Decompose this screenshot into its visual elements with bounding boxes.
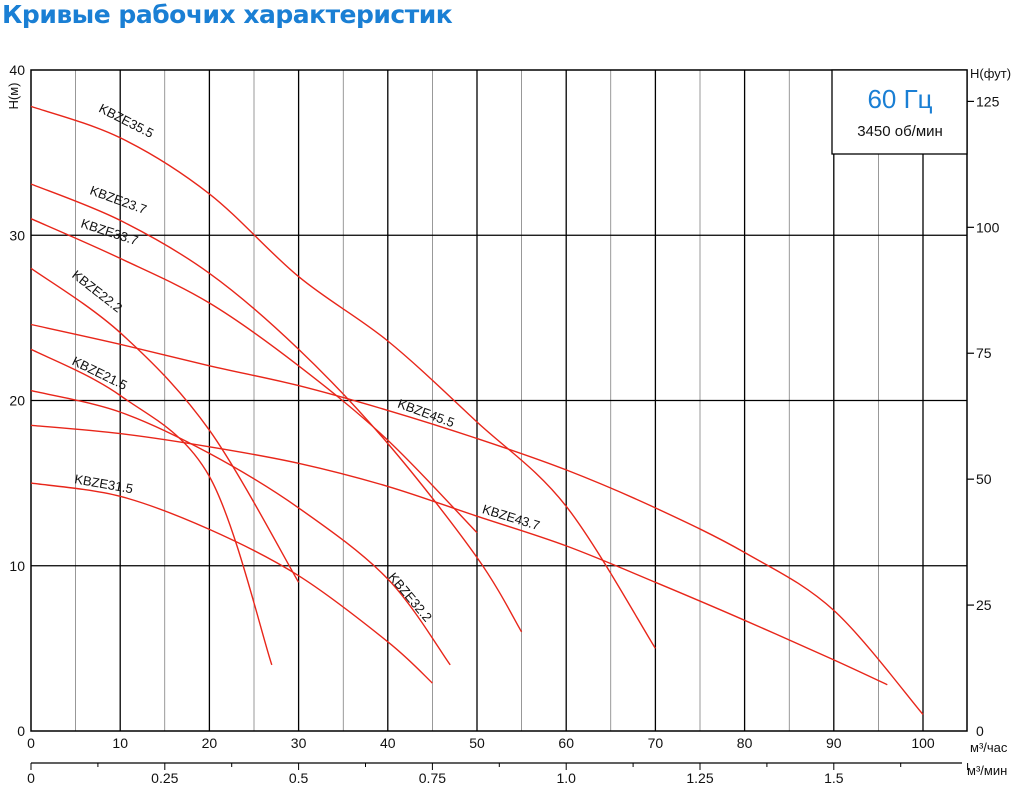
plot-frame xyxy=(30,69,968,732)
x2-tick-label: 0.5 xyxy=(289,770,309,786)
x-tick-label: 40 xyxy=(380,735,396,751)
legend-box xyxy=(831,69,968,155)
curve-kbze35-5 xyxy=(30,105,656,649)
x-axis-label: м³/час xyxy=(970,740,1008,755)
x-tick-label: 70 xyxy=(648,735,664,751)
y2-tick-label: 50 xyxy=(976,471,992,487)
y2-tick-label: 75 xyxy=(976,345,992,361)
legend-speed: 3450 об/мин xyxy=(857,123,943,140)
y-tick-label: 20 xyxy=(9,393,25,409)
curve-kbze43-7 xyxy=(30,424,888,686)
x-tick-label: 50 xyxy=(469,735,485,751)
x-tick-label: 20 xyxy=(202,735,218,751)
x2-axis-label: м³/мин xyxy=(967,763,1007,778)
y-tick-label: 30 xyxy=(9,227,25,243)
curve-labels: KBZE35.5KBZE23.7KBZE33.7KBZE22.2KBZE21.5… xyxy=(69,101,541,625)
curve-kbze21-5 xyxy=(30,348,273,666)
x2-tick-label: 1.25 xyxy=(686,770,713,786)
curve-label-kbze32-2: KBZE32.2 xyxy=(386,570,436,625)
x-tick-label: 0 xyxy=(27,735,35,751)
y-tick-label: 0 xyxy=(17,723,25,739)
curve-kbze31-5 xyxy=(30,482,433,684)
x2-tick-label: 1.0 xyxy=(556,770,576,786)
curve-label-kbze23-7: KBZE23.7 xyxy=(88,183,149,217)
frequency-legend: 60 Гц 3450 об/мин xyxy=(831,69,968,155)
x-tick-label: 90 xyxy=(826,735,842,751)
curve-label-kbze43-7: KBZE43.7 xyxy=(481,501,542,533)
curve-kbze45-5 xyxy=(30,323,924,715)
curve-label-kbze22-2: KBZE22.2 xyxy=(69,267,125,315)
curve-label-kbze35-5: KBZE35.5 xyxy=(97,101,157,141)
x-tick-label: 30 xyxy=(291,735,307,751)
y2-tick-label: 100 xyxy=(976,219,1000,235)
y2-axis-label: H(фут) xyxy=(970,66,1011,81)
curve-kbze32-2 xyxy=(30,389,451,666)
curve-kbze22-2 xyxy=(30,267,300,583)
curve-kbze33-7 xyxy=(30,218,478,534)
y-axis-label: H(м) xyxy=(6,83,21,110)
y2-tick-label: 125 xyxy=(976,93,1000,109)
x2-tick-label: 0.25 xyxy=(151,770,178,786)
x2-tick-label: 1.5 xyxy=(824,770,844,786)
legend-frequency: 60 Гц xyxy=(867,84,932,114)
chart-axes: 0 10 20 30 40 H(м) 0 25 50 75 100 125 H(фут) 0 10 20 30 4… xyxy=(6,62,1011,786)
y-tick-label: 10 xyxy=(9,558,25,574)
chart-title: Кривые рабочих характеристик xyxy=(2,0,453,29)
curve-kbze23-7 xyxy=(30,183,523,633)
y-tick-label: 40 xyxy=(9,62,25,78)
x2-tick-label: 0 xyxy=(27,770,35,786)
chart-grid xyxy=(30,69,968,732)
x-tick-label: 10 xyxy=(112,735,128,751)
performance-curves xyxy=(30,105,924,715)
x-tick-label: 80 xyxy=(737,735,753,751)
y2-tick-label: 0 xyxy=(976,723,984,739)
x2-tick-label: 0.75 xyxy=(419,770,446,786)
x-tick-label: 60 xyxy=(558,735,574,751)
x-tick-label: 100 xyxy=(911,735,935,751)
y2-tick-label: 25 xyxy=(976,597,992,613)
